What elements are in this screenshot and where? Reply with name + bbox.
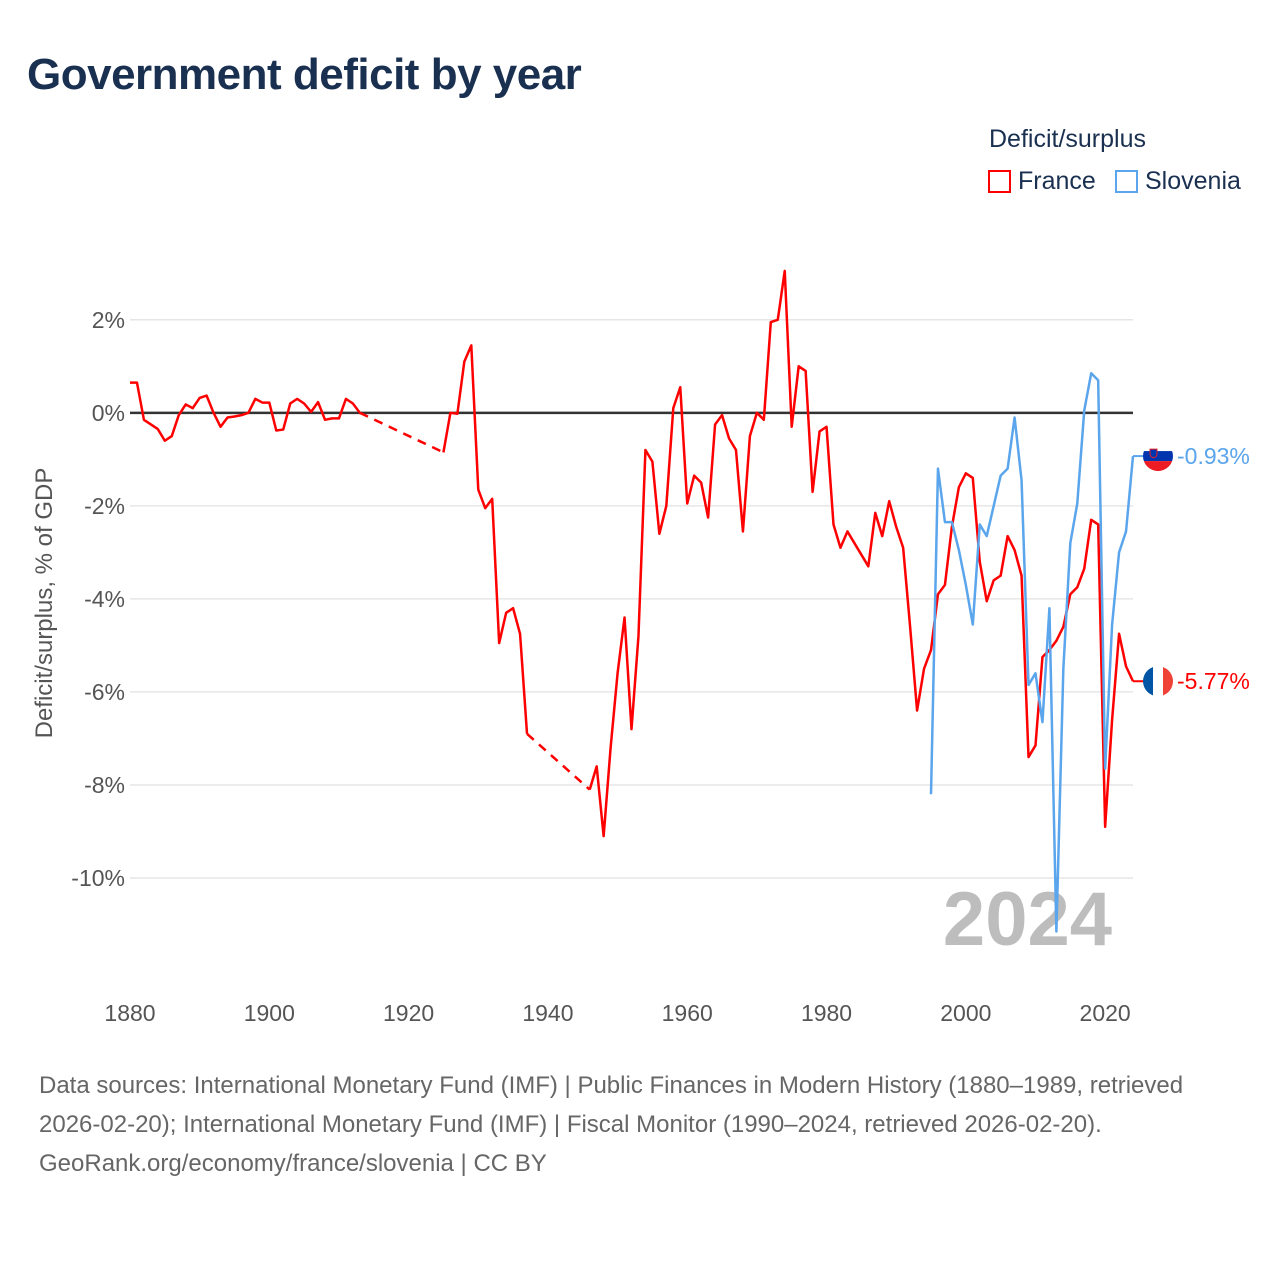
x-tick-label: 1900 [244, 1000, 295, 1026]
legend-swatch-slovenia [1115, 170, 1138, 193]
x-tick-label: 1960 [662, 1000, 713, 1026]
legend-title: Deficit/surplus [989, 125, 1146, 153]
y-tick-label: -6% [84, 679, 125, 705]
y-tick-label: -4% [84, 586, 125, 612]
legend-item-slovenia[interactable]: Slovenia [1115, 167, 1241, 196]
x-tick-label: 1880 [104, 1000, 155, 1026]
slovenia-flag-icon [1143, 441, 1173, 472]
france-gap-segment [359, 411, 444, 454]
x-tick-label: 2000 [940, 1000, 991, 1026]
flag-stripe-white [1143, 441, 1173, 452]
legend-swatch-france [988, 170, 1011, 193]
legend-label-france: France [1018, 167, 1096, 195]
data-sources: Data sources: International Monetary Fun… [39, 1072, 1184, 1138]
y-tick-label: -10% [71, 865, 125, 891]
y-tick-label: -8% [84, 772, 125, 798]
x-tick-label: 1920 [383, 1000, 434, 1026]
y-tick-label: -2% [84, 493, 125, 519]
y-axis-label: Deficit/surplus, % of GDP [31, 468, 58, 739]
flag-stripe-blue [1143, 666, 1153, 697]
credit-link[interactable]: GeoRank.org/economy/france/slovenia | CC… [39, 1150, 547, 1177]
x-tick-label: 1980 [801, 1000, 852, 1026]
flag-stripe-blue [1143, 451, 1173, 462]
x-tick-label: 2020 [1080, 1000, 1131, 1026]
france-end-label: -5.77% [1177, 668, 1250, 694]
year-watermark: 2024 [943, 877, 1112, 962]
flag-stripes [1143, 441, 1173, 472]
chart-title: Government deficit by year [27, 50, 582, 99]
flag-coat-of-arms [1149, 448, 1158, 459]
slovenia-line [929, 372, 1135, 933]
flag-stripe-red [1163, 666, 1173, 697]
legend-item-france[interactable]: France [988, 167, 1096, 196]
flag-stripe-white [1153, 666, 1163, 697]
y-tick-label: 0% [92, 400, 125, 426]
x-tick-label: 1940 [522, 1000, 573, 1026]
slovenia-end-label: -0.93% [1177, 443, 1250, 469]
france-gap-segment [526, 732, 591, 791]
footer: Data sources: International Monetary Fun… [39, 1066, 1239, 1183]
france-line [130, 269, 1135, 838]
france-flag-icon [1143, 666, 1173, 697]
legend-label-slovenia: Slovenia [1145, 167, 1241, 195]
flag-stripes [1143, 666, 1173, 697]
flag-stripe-red [1143, 461, 1173, 472]
y-tick-label: 2% [92, 307, 125, 333]
